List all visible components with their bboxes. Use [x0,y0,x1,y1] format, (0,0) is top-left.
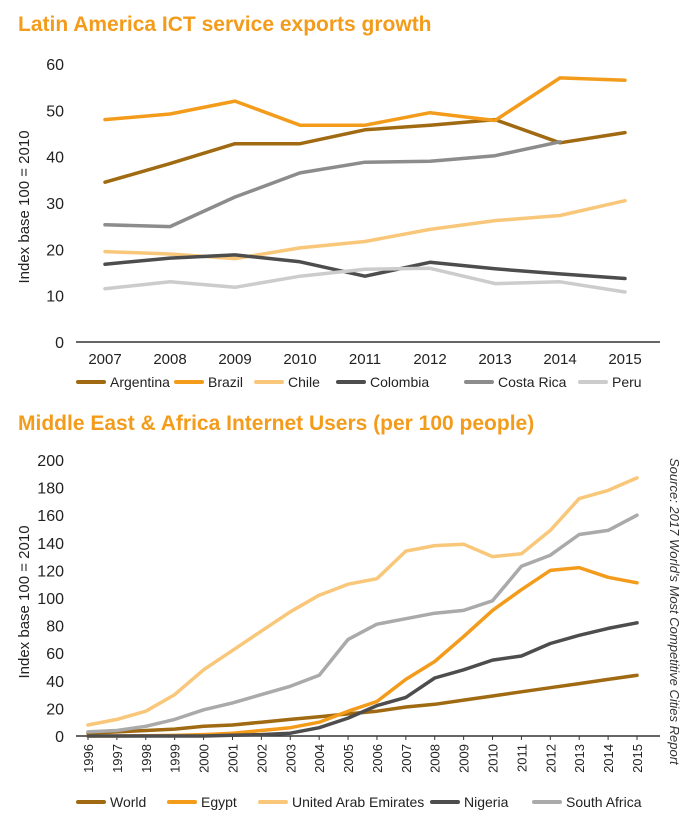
legend-label: Chile [288,374,320,390]
x-tick-label: 2008 [428,744,443,773]
series-line-chile [103,198,627,261]
chart-panel-2: Middle East & Africa Internet Users (per… [16,412,660,810]
y-tick-label: 50 [46,103,64,120]
x-tick-label: 2011 [349,351,381,368]
x-tick-label: 2015 [630,744,645,773]
legend-label: Costa Rica [498,374,567,390]
legend-label: Egypt [201,794,237,810]
y-tick-label: 0 [55,335,64,352]
chart-panel-1: Latin America ICT service exports growth… [16,13,660,390]
y-tick-label: 180 [37,481,64,498]
y-tick-label: 10 [46,289,64,306]
x-tick-label: 2009 [457,744,472,773]
y-tick-label: 30 [46,196,64,213]
x-tick-label: 2004 [312,744,327,773]
y-tick-label: 120 [37,563,64,580]
x-tick-label: 2007 [399,744,414,773]
series-line-argentina [103,117,627,184]
x-tick-label: 2010 [283,351,316,368]
series-line-united-arab-emirates [86,476,639,727]
chart-title: Latin America ICT service exports growth [18,13,432,36]
y-tick-label: 200 [37,453,64,470]
x-tick-label: 2003 [283,744,298,773]
legend-label: United Arab Emirates [292,794,424,810]
x-tick-label: 2012 [543,744,558,773]
x-tick-label: 2013 [478,351,511,368]
x-tick-label: 1997 [110,744,125,773]
x-tick-label: 2012 [413,351,446,368]
y-tick-label: 20 [46,242,64,259]
y-tick-label: 0 [55,729,64,746]
x-tick-label: 2006 [370,744,385,773]
y-tick-label: 60 [46,646,64,663]
y-axis-label: Index base 100 = 2010 [16,130,33,283]
x-tick-label: 2010 [486,744,501,773]
legend-label: Colombia [370,374,429,390]
series-line-south-africa [86,513,639,734]
y-tick-label: 160 [37,508,64,525]
source-note: Source: 2017 World's Most Competitive Ci… [667,458,682,766]
x-tick-label: 2007 [88,351,121,368]
legend-label: Brazil [208,374,243,390]
x-tick-label: 1999 [168,744,183,773]
legend-label: Peru [612,374,642,390]
x-tick-label: 2005 [341,744,356,773]
series-line-nigeria [86,621,639,738]
x-tick-label: 2001 [225,744,240,773]
series-line-costa-rica [103,140,562,229]
legend-label: Argentina [110,374,170,390]
x-tick-label: 2002 [254,744,269,773]
x-tick-label: 2008 [153,351,186,368]
series-line-colombia [103,253,627,281]
y-tick-label: 20 [46,701,64,718]
x-tick-label: 2014 [601,744,616,773]
legend-label: South Africa [566,794,642,810]
x-tick-label: 2009 [218,351,251,368]
legend-label: World [110,794,146,810]
y-tick-label: 100 [37,591,64,608]
x-tick-label: 1998 [139,744,154,773]
x-tick-label: 2013 [572,744,587,773]
x-tick-label: 2011 [514,744,529,772]
series-line-brazil [103,76,627,127]
y-tick-label: 60 [46,57,64,74]
x-tick-label: 2000 [197,744,212,773]
y-tick-label: 80 [46,619,64,636]
y-tick-label: 40 [46,150,64,167]
x-tick-label: 1996 [81,744,96,773]
y-axis-label: Index base 100 = 2010 [16,525,33,678]
series-line-peru [103,266,627,294]
y-tick-label: 140 [37,536,64,553]
x-tick-label: 2015 [608,351,641,368]
series-line-world [86,673,639,735]
y-tick-label: 40 [46,674,64,691]
chart-title: Middle East & Africa Internet Users (per… [18,412,534,435]
x-tick-label: 2014 [543,351,576,368]
legend-label: Nigeria [464,794,509,810]
